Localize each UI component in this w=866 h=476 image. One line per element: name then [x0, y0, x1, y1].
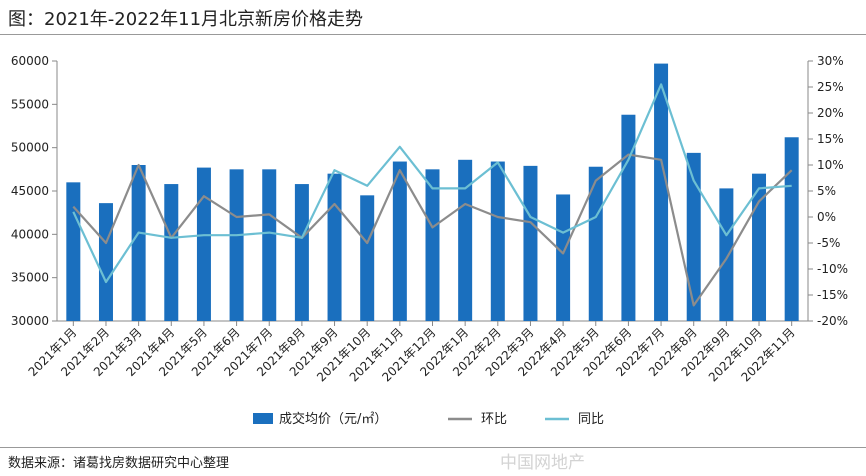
right-tick-label: 15% — [817, 132, 844, 146]
right-tick-label: -5% — [817, 236, 840, 250]
data-source-note: 数据来源：诸葛找房数据研究中心整理 — [8, 456, 230, 471]
right-tick-label: 10% — [817, 158, 844, 172]
bar — [458, 159, 473, 321]
right-tick-label: -15% — [817, 288, 848, 302]
bar — [66, 182, 81, 321]
legend-label-huanbi: 环比 — [481, 412, 507, 427]
bar — [229, 169, 244, 321]
left-tick-label: 30000 — [11, 314, 49, 328]
bar — [196, 167, 211, 321]
bar — [719, 188, 734, 321]
left-tick-label: 50000 — [11, 141, 49, 155]
bar — [327, 173, 342, 321]
bar — [556, 194, 571, 321]
bar — [654, 63, 669, 321]
legend-label-bar: 成交均价（元/㎡） — [279, 411, 387, 427]
watermark: 中国网地产 — [500, 453, 585, 473]
bar — [425, 169, 440, 321]
source-divider — [0, 447, 866, 448]
legend-swatch-bar — [253, 413, 273, 424]
bar — [523, 165, 538, 321]
bar — [131, 165, 146, 321]
chart-title: 图：2021年-2022年11月北京新房价格走势 — [8, 9, 364, 30]
bar — [752, 173, 767, 321]
tongbi-line — [72, 83, 792, 284]
title-divider — [0, 34, 866, 35]
bar — [262, 169, 277, 321]
left-tick-label: 60000 — [11, 54, 49, 68]
bar — [294, 184, 309, 321]
bar — [360, 195, 375, 321]
bar — [621, 114, 636, 321]
bar — [588, 166, 603, 321]
left-y-axis: 30000 35000 40000 45000 50000 55000 60000 — [11, 54, 58, 328]
bar — [98, 203, 113, 321]
bar-series — [66, 63, 799, 321]
bar — [784, 137, 799, 321]
right-tick-label: 0% — [817, 210, 836, 224]
right-tick-label: -20% — [817, 314, 848, 328]
right-tick-label: -10% — [817, 262, 848, 276]
legend: 成交均价（元/㎡） 环比 同比 — [253, 411, 604, 427]
line-series — [72, 83, 793, 307]
bar — [490, 161, 505, 321]
left-tick-label: 35000 — [11, 271, 49, 285]
left-tick-label: 55000 — [11, 97, 49, 111]
right-tick-label: 25% — [817, 80, 844, 94]
right-tick-label: 30% — [817, 54, 844, 68]
left-tick-label: 40000 — [11, 227, 49, 241]
bar — [686, 152, 701, 321]
x-axis: 2021年1月2021年2月2021年3月2021年4月2021年5月2021年… — [26, 320, 808, 384]
huanbi-line — [72, 153, 793, 307]
left-tick-label: 45000 — [11, 184, 49, 198]
bar — [392, 161, 407, 321]
legend-label-tongbi: 同比 — [578, 412, 604, 427]
right-y-axis: -20% -15% -10% -5% 0% 5% 10% 15% 20% 25% 30% — [807, 54, 848, 328]
right-tick-label: 5% — [817, 184, 836, 198]
right-tick-label: 20% — [817, 106, 844, 120]
bar — [164, 184, 179, 321]
